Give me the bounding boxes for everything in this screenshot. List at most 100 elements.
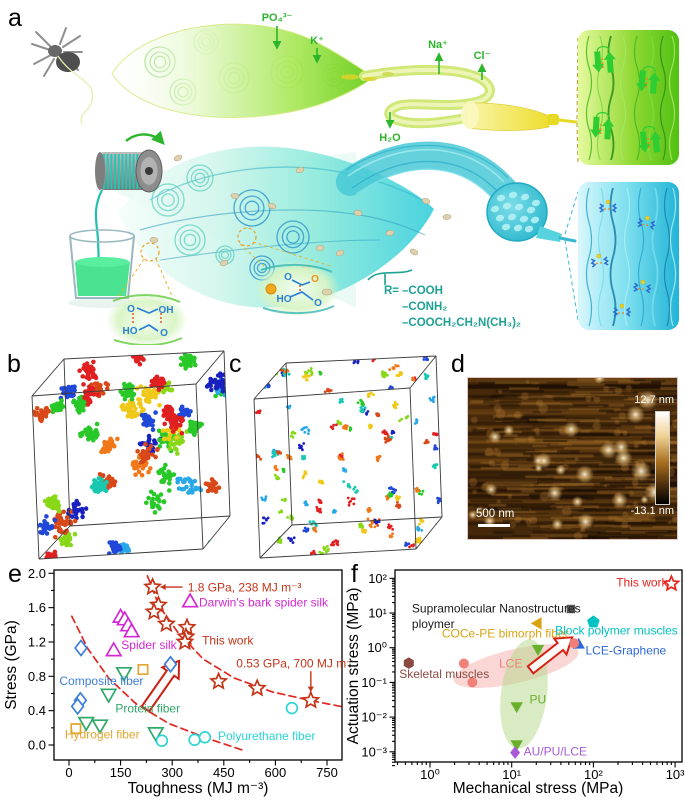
bead (315, 505, 319, 509)
chart-shape (645, 284, 652, 294)
bead (303, 370, 307, 374)
thread-to-beaker (94, 189, 103, 269)
bead (58, 536, 63, 542)
bead (383, 431, 387, 435)
bead (229, 385, 230, 391)
bead (264, 367, 268, 371)
colorbar-max-label: 12.7 nm (634, 394, 674, 406)
data-point-this-work (175, 631, 195, 651)
protein-coil (179, 229, 201, 251)
series-label: This work (202, 634, 254, 648)
bead (257, 455, 261, 459)
bead (174, 447, 179, 452)
bead (326, 544, 329, 548)
bead (254, 365, 258, 368)
bead (414, 549, 418, 552)
bead (234, 396, 239, 401)
bead (261, 383, 265, 387)
bead (33, 360, 39, 365)
bead (254, 367, 257, 371)
bead (329, 389, 333, 392)
bead (312, 526, 316, 530)
bead (27, 357, 32, 362)
bead (32, 353, 36, 358)
bead (190, 479, 195, 485)
bead (287, 536, 290, 540)
x-tick-label: 300 (161, 765, 183, 780)
chart-shape (642, 65, 656, 72)
bead (212, 479, 217, 485)
bead (356, 401, 360, 405)
bead (32, 362, 38, 368)
r-group-item: –COOH (402, 285, 443, 297)
bead (214, 542, 219, 548)
bead (389, 385, 392, 388)
bead (50, 409, 56, 415)
bead (81, 408, 86, 413)
x-tick-label: 150 (110, 765, 132, 780)
bead (136, 351, 142, 356)
bead (111, 541, 116, 546)
bead (132, 465, 137, 471)
protein-coil (190, 168, 210, 188)
bead (69, 384, 75, 390)
bead (73, 501, 79, 506)
box-edge (435, 355, 443, 518)
bead (156, 387, 162, 393)
bead (369, 525, 373, 529)
bead (35, 368, 40, 373)
bead (141, 357, 146, 362)
bead (259, 457, 262, 461)
bead (388, 493, 392, 497)
bead (81, 382, 86, 387)
bead (278, 541, 282, 544)
box-edge (253, 398, 261, 559)
bead (339, 398, 342, 401)
bead (155, 447, 160, 453)
bead (94, 421, 100, 427)
micelle-particle (315, 245, 325, 251)
bead (178, 423, 183, 428)
bead (359, 398, 362, 402)
bead (181, 479, 186, 485)
bead (55, 406, 60, 411)
bead (309, 367, 313, 370)
bead (429, 545, 432, 549)
bead (373, 525, 377, 529)
chain-line (647, 35, 655, 161)
bead (428, 544, 432, 548)
bead (437, 526, 440, 530)
bead (331, 427, 335, 430)
fibril-dot (490, 205, 500, 213)
legend-marker (181, 592, 199, 608)
bead (161, 499, 167, 505)
protein-coil (156, 188, 180, 212)
bead (213, 393, 218, 399)
bead (309, 552, 313, 556)
bead (418, 536, 422, 540)
bead (209, 546, 215, 552)
bead (420, 492, 424, 496)
bead (225, 388, 230, 394)
bead (261, 498, 265, 502)
bead (25, 360, 30, 365)
bead (235, 384, 240, 389)
bead (433, 432, 436, 436)
inset-blue-chains (585, 187, 677, 327)
bead (262, 516, 265, 520)
bead (259, 383, 263, 387)
bead (272, 371, 276, 375)
bead (254, 366, 255, 370)
bead (105, 382, 111, 388)
bead (75, 407, 80, 413)
micelle-particle (335, 249, 345, 257)
bead (352, 502, 356, 506)
data-point-hydrogel-fiber (70, 723, 82, 735)
bead (145, 421, 150, 426)
bead (225, 386, 230, 392)
micelle-particle (230, 193, 240, 199)
bead (193, 420, 199, 426)
chart-shape (601, 66, 604, 69)
bead (303, 454, 306, 458)
bead (84, 432, 90, 438)
